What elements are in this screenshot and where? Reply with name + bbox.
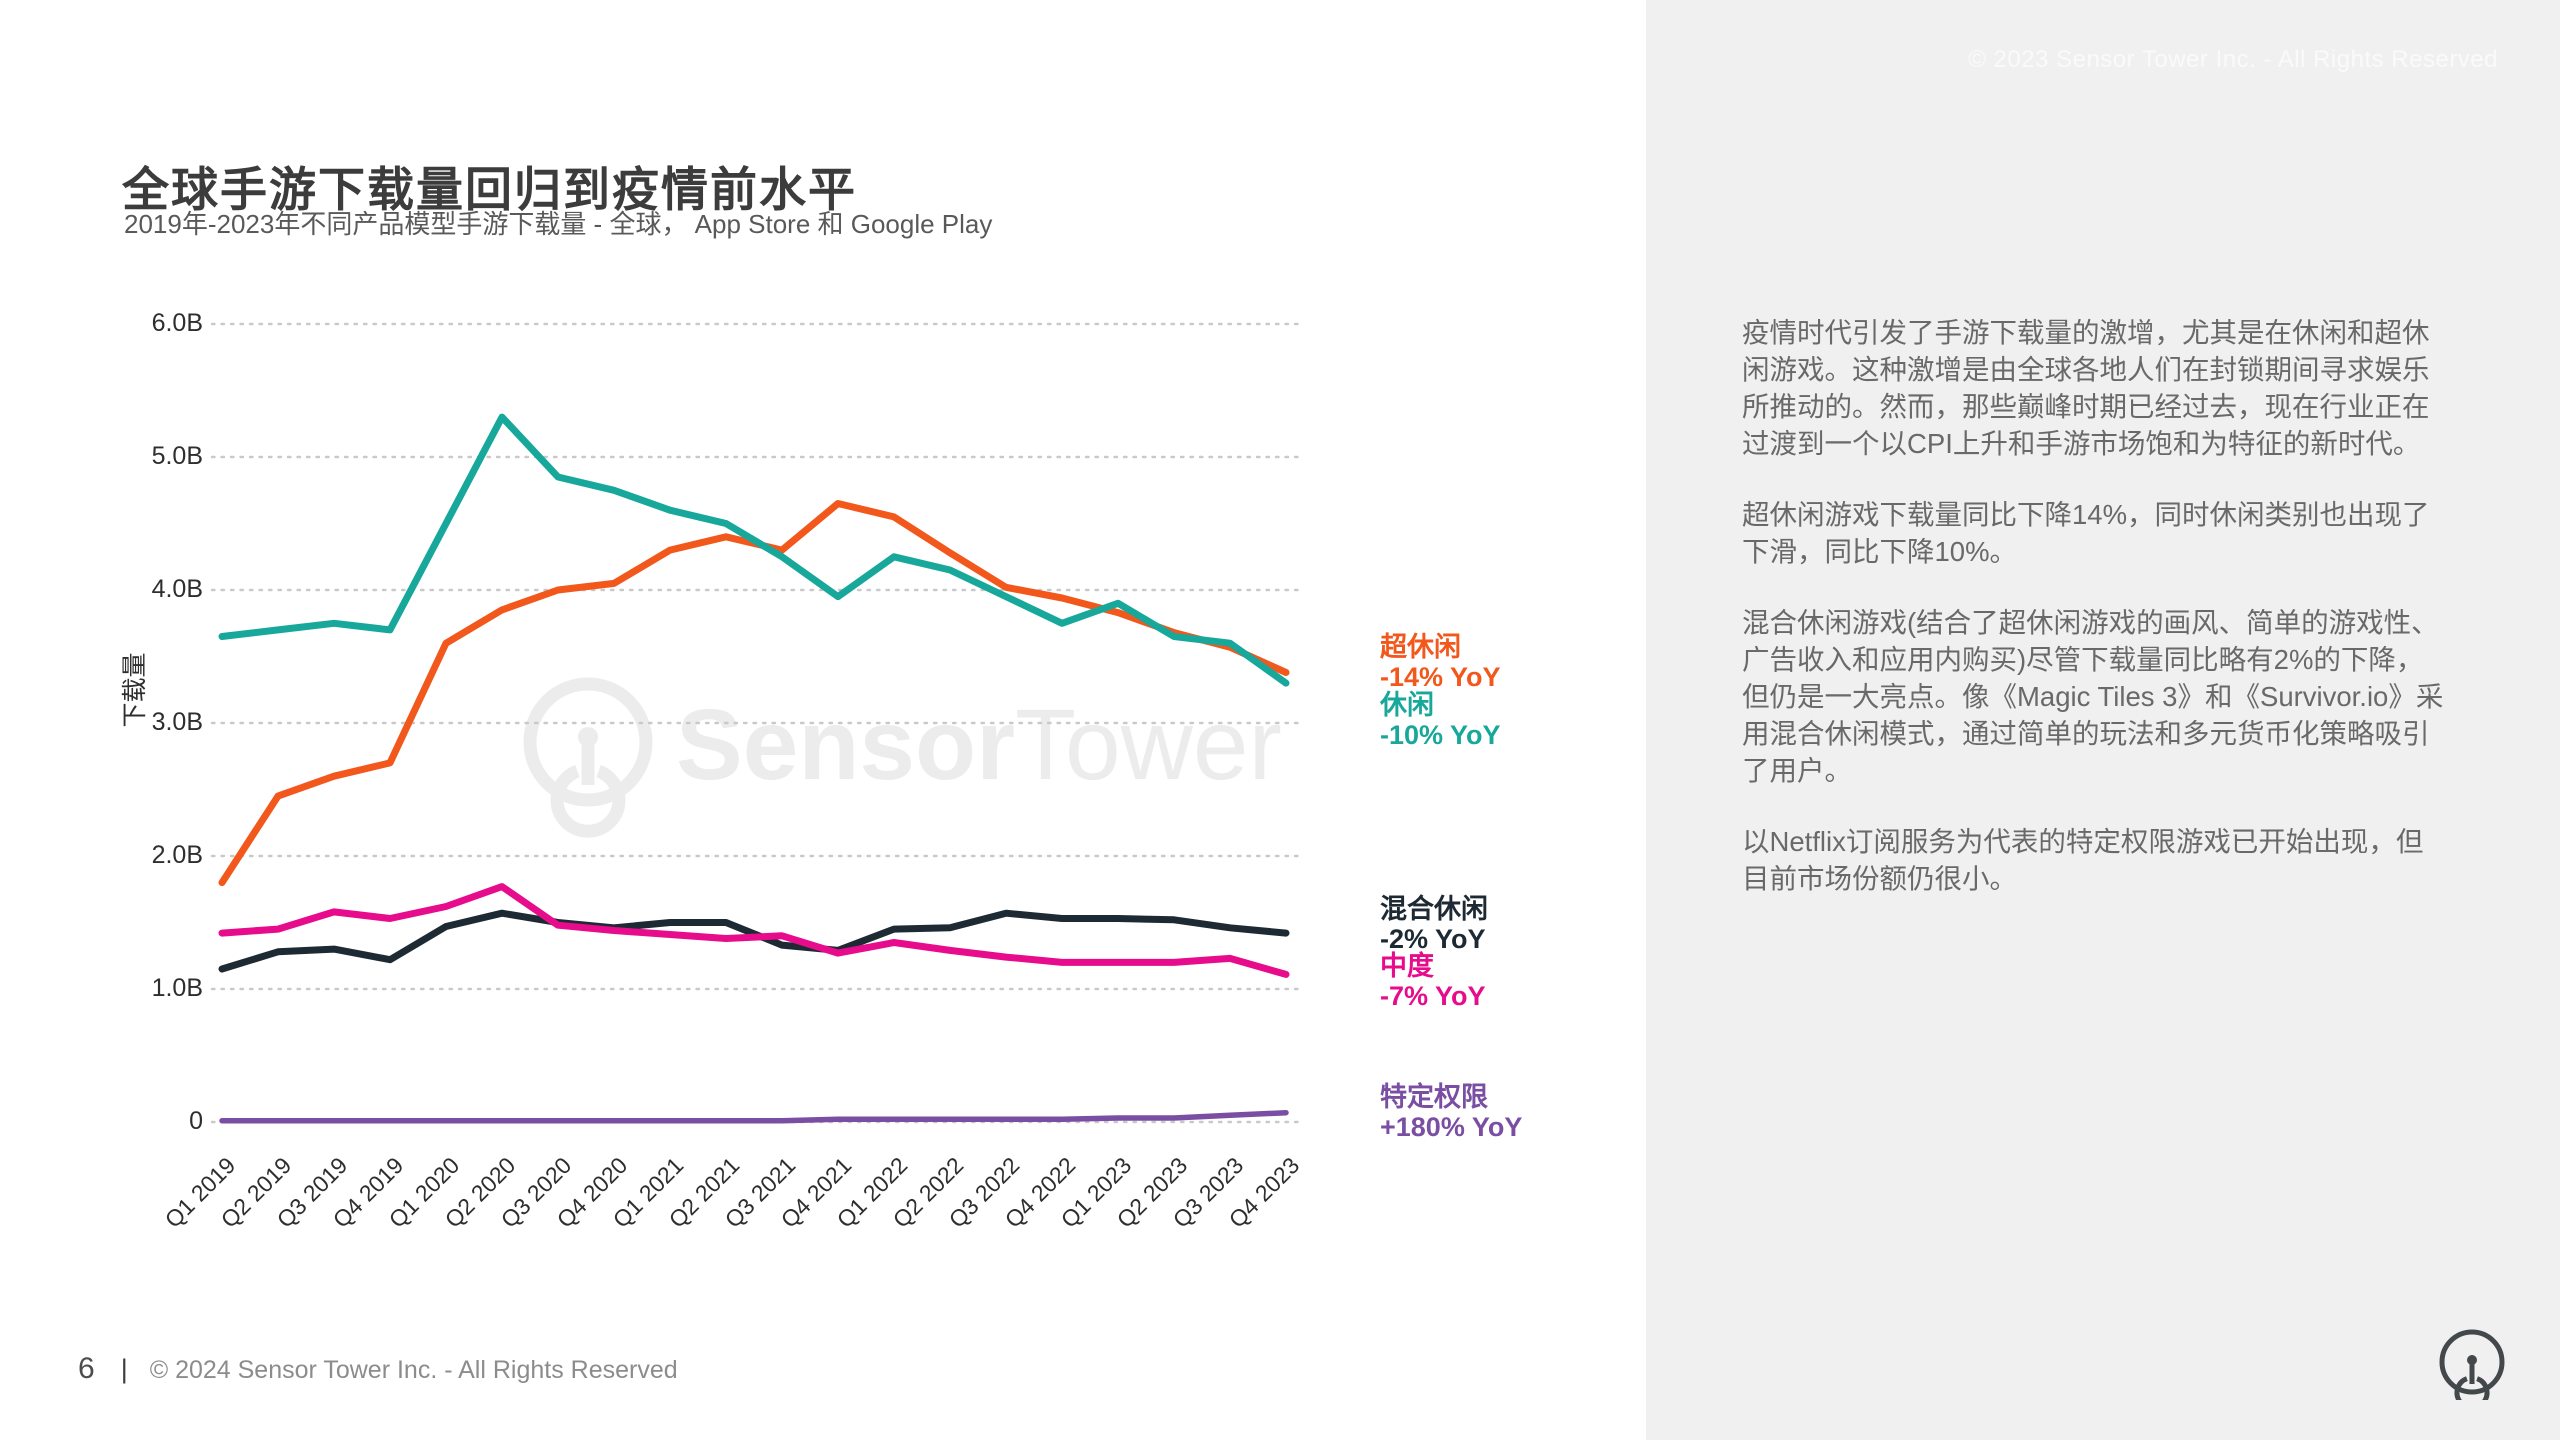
legend-休闲: 休闲 -10% YoY	[1380, 690, 1501, 750]
legend-series-name: 休闲	[1380, 690, 1434, 720]
commentary-paragraph: 疫情时代引发了手游下载量的激增，尤其是在休闲和超休闲游戏。这种激增是由全球各地人…	[1742, 317, 2430, 459]
legend-超休闲: 超休闲 -14% YoY	[1380, 632, 1501, 692]
watermark-text: SensorTower	[676, 689, 1282, 801]
y-axis-tick-label: 0	[189, 1107, 203, 1135]
legend-yoy-value: -14% YoY	[1380, 662, 1501, 692]
commentary-paragraph: 混合休闲游戏(结合了超休闲游戏的画风、简单的游戏性、广告收入和应用内购买)尽管下…	[1742, 607, 2444, 786]
y-axis-tick-label: 3.0B	[151, 708, 203, 736]
legend-yoy-value: +180% YoY	[1380, 1112, 1523, 1142]
legend-特定权限: 特定权限 +180% YoY	[1380, 1082, 1522, 1142]
y-axis-title: 下载量	[121, 652, 149, 728]
watermark-logo-dot	[578, 727, 598, 747]
logo-inner-arc	[2454, 1376, 2490, 1400]
legend-series-name: 特定权限	[1380, 1082, 1488, 1112]
commentary-panel	[1646, 0, 2560, 1440]
footer-copyright: © 2024 Sensor Tower Inc. - All Rights Re…	[149, 1356, 678, 1384]
sensor-tower-logo-icon	[2439, 1329, 2505, 1400]
y-axis-tick-label: 5.0B	[151, 442, 203, 470]
gridlines	[210, 322, 1300, 1124]
logo-outer-circle	[2439, 1329, 2505, 1395]
legend-中度: 中度 -7% YoY	[1380, 951, 1486, 1011]
legend-series-name: 中度	[1380, 951, 1434, 981]
series-line-混合休闲	[218, 909, 1290, 973]
legend-series-name: 超休闲	[1380, 632, 1461, 662]
series-line-中度	[218, 883, 1290, 978]
legend-yoy-value: -7% YoY	[1380, 981, 1486, 1011]
y-axis-tick-label: 6.0B	[151, 309, 203, 337]
commentary-paragraph: 以Netflix订阅服务为代表的特定权限游戏已开始出现，但目前市场份额仍很小。	[1742, 826, 2424, 894]
footer-separator: |	[120, 1354, 128, 1384]
watermark-logo-outer-circle	[523, 677, 653, 807]
series-line-特定权限	[219, 1109, 1289, 1124]
top-right-copyright: © 2023 Sensor Tower Inc. - All Rights Re…	[1968, 46, 2498, 73]
legend-yoy-value: -2% YoY	[1380, 924, 1486, 954]
series-lines	[218, 413, 1290, 1124]
page-number: 6	[78, 1352, 95, 1385]
y-axis-tick-label: 1.0B	[151, 974, 203, 1002]
sensor-tower-watermark: SensorTower	[523, 677, 1282, 838]
series-line-休闲	[218, 413, 1290, 687]
legend-yoy-value: -10% YoY	[1380, 720, 1501, 750]
legend-series-name: 混合休闲	[1380, 894, 1488, 924]
legend-混合休闲: 混合休闲 -2% YoY	[1380, 894, 1488, 954]
page-title: 全球手游下载量回归到疫情前水平	[122, 163, 857, 217]
series-line-超休闲	[218, 500, 1290, 887]
footer: 6 | © 2024 Sensor Tower Inc. - All Right…	[78, 1352, 678, 1386]
watermark-logo-inner-arc	[550, 764, 626, 838]
commentary-text: 疫情时代引发了手游下载量的激增，尤其是在休闲和超休闲游戏。这种激增是由全球各地人…	[1742, 314, 2450, 931]
commentary-paragraph: 超休闲游戏下载量同比下降14%，同时休闲类别也出现了下滑，同比下降10%。	[1742, 499, 2430, 567]
y-axis-tick-label: 2.0B	[151, 841, 203, 869]
y-axis-tick-label: 4.0B	[151, 575, 203, 603]
logo-dot	[2467, 1355, 2477, 1365]
page-subtitle: 2019年-2023年不同产品模型手游下载量 - 全球， App Store 和…	[124, 209, 993, 239]
